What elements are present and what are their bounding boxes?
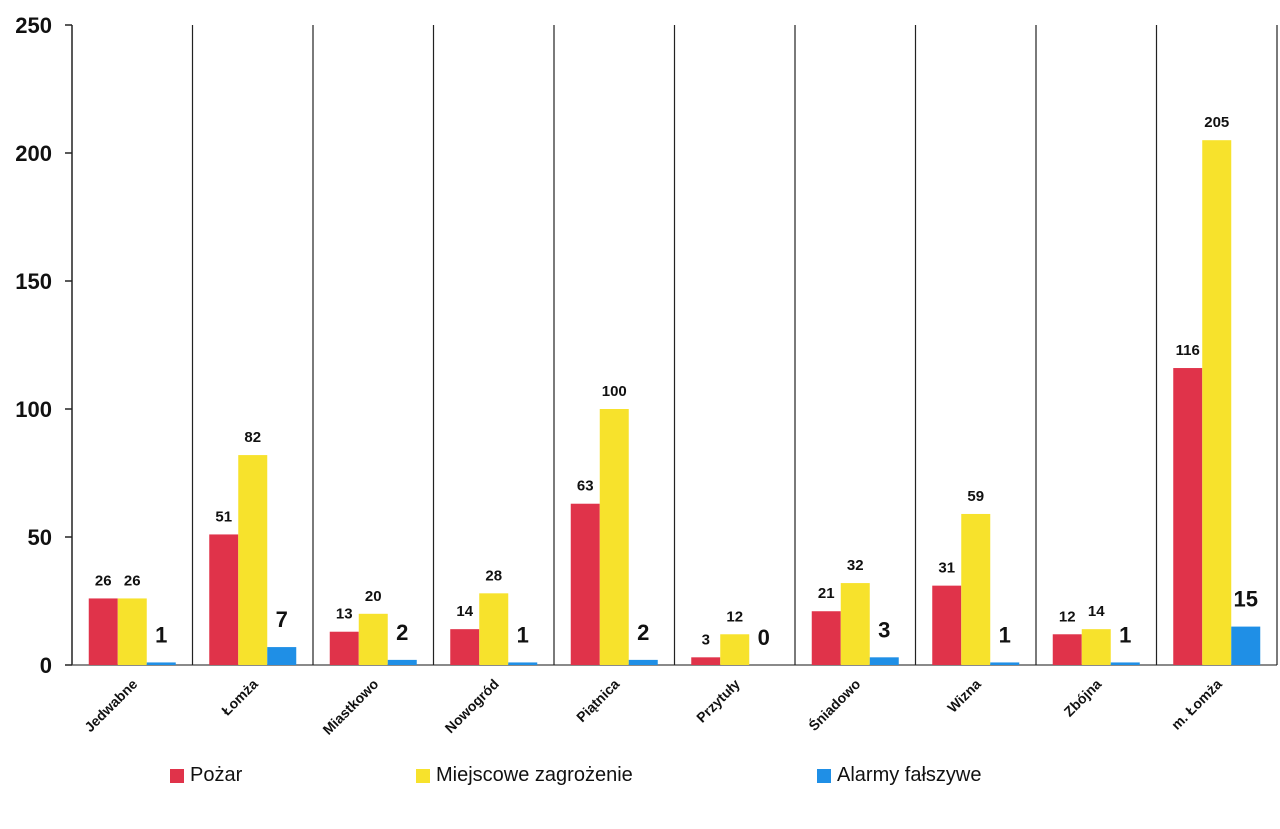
data-label: 2 <box>637 620 649 645</box>
data-label: 59 <box>967 488 984 505</box>
data-label: 12 <box>726 608 743 625</box>
legend-item-alarmy: Alarmy fałszywe <box>817 764 981 787</box>
data-label: 2 <box>396 620 408 645</box>
data-label: 1 <box>999 622 1011 647</box>
data-label: 1 <box>517 622 529 647</box>
data-label: 14 <box>456 603 473 620</box>
bar <box>570 503 600 665</box>
bar <box>628 659 658 665</box>
category-label: Miastkowo <box>319 676 381 738</box>
data-label: 1 <box>155 622 167 647</box>
bar <box>599 409 629 665</box>
data-label: 31 <box>938 560 955 577</box>
category-label: m. Łomża <box>1168 676 1225 733</box>
data-label: 3 <box>702 631 710 648</box>
data-label: 12 <box>1059 608 1076 625</box>
y-tick-label: 200 <box>15 141 52 166</box>
bar <box>840 583 870 665</box>
y-tick-label: 100 <box>15 397 52 422</box>
category-label: Piątnica <box>573 676 622 725</box>
data-label: 28 <box>485 567 502 584</box>
bar <box>479 593 509 665</box>
bar <box>88 598 118 665</box>
bar <box>691 657 721 665</box>
category-label: Łomża <box>218 676 261 719</box>
data-label: 26 <box>95 572 112 589</box>
data-label: 0 <box>758 625 770 650</box>
bar <box>961 513 991 665</box>
y-tick-label: 50 <box>28 525 52 550</box>
bar <box>387 659 417 665</box>
legend-item-pozar: Pożar <box>170 764 242 787</box>
bar <box>1231 626 1261 665</box>
bar <box>117 598 147 665</box>
bar <box>508 662 538 665</box>
data-label: 82 <box>244 429 261 446</box>
data-label: 26 <box>124 572 141 589</box>
data-label: 15 <box>1234 587 1258 612</box>
data-label: 1 <box>1119 622 1131 647</box>
category-label: Nowogród <box>442 676 502 736</box>
legend-label-alarmy: Alarmy fałszywe <box>837 764 982 786</box>
bar <box>990 662 1020 665</box>
bar <box>209 534 239 665</box>
y-tick-label: 250 <box>15 13 52 38</box>
bar <box>238 455 268 665</box>
data-label: 116 <box>1176 342 1200 359</box>
bar <box>1173 368 1203 665</box>
bar <box>932 585 962 665</box>
legend-label-pozar: Pożar <box>190 764 243 786</box>
legend-swatch-pozar <box>170 768 184 783</box>
y-tick-label: 0 <box>40 653 52 678</box>
data-label: 20 <box>365 588 382 605</box>
data-label: 14 <box>1088 603 1105 620</box>
bar <box>450 629 480 665</box>
bar <box>1110 662 1140 665</box>
category-label: Zbójna <box>1061 676 1105 720</box>
bar <box>146 662 176 665</box>
category-label: Śniadowo <box>805 675 864 734</box>
category-label: Jedwabne <box>81 676 140 735</box>
data-label: 13 <box>336 606 353 623</box>
bar <box>267 647 297 665</box>
bar <box>329 631 359 665</box>
data-label: 100 <box>602 383 627 400</box>
data-label: 21 <box>818 585 835 602</box>
legend-swatch-miejscowe <box>416 768 430 783</box>
bar <box>869 657 899 665</box>
category-label: Wizna <box>944 676 984 716</box>
category-label: Przytuły <box>693 676 743 726</box>
data-label: 63 <box>577 478 594 495</box>
legend: Pożar Miejscowe zagrożenie Alarmy fałszy… <box>0 764 1280 800</box>
bar <box>1081 629 1111 665</box>
data-label: 51 <box>215 508 232 525</box>
category-separators <box>191 25 1278 665</box>
bar <box>358 613 388 665</box>
legend-label-miejscowe: Miejscowe zagrożenie <box>436 764 633 786</box>
legend-item-miejscowe: Miejscowe zagrożenie <box>416 764 633 787</box>
data-label: 3 <box>878 617 890 642</box>
data-label: 32 <box>847 557 864 574</box>
category-labels: Jedwabne Łomża Miastkowo Nowogród Piątnica Pr… <box>81 675 1225 738</box>
bar <box>811 611 841 665</box>
bar <box>720 634 750 665</box>
bar <box>1202 140 1232 665</box>
data-label: 205 <box>1204 114 1229 131</box>
bar <box>1052 634 1082 665</box>
legend-swatch-alarmy <box>817 768 831 783</box>
y-tick-label: 150 <box>15 269 52 294</box>
data-label: 7 <box>276 607 288 632</box>
bars <box>88 140 1261 665</box>
